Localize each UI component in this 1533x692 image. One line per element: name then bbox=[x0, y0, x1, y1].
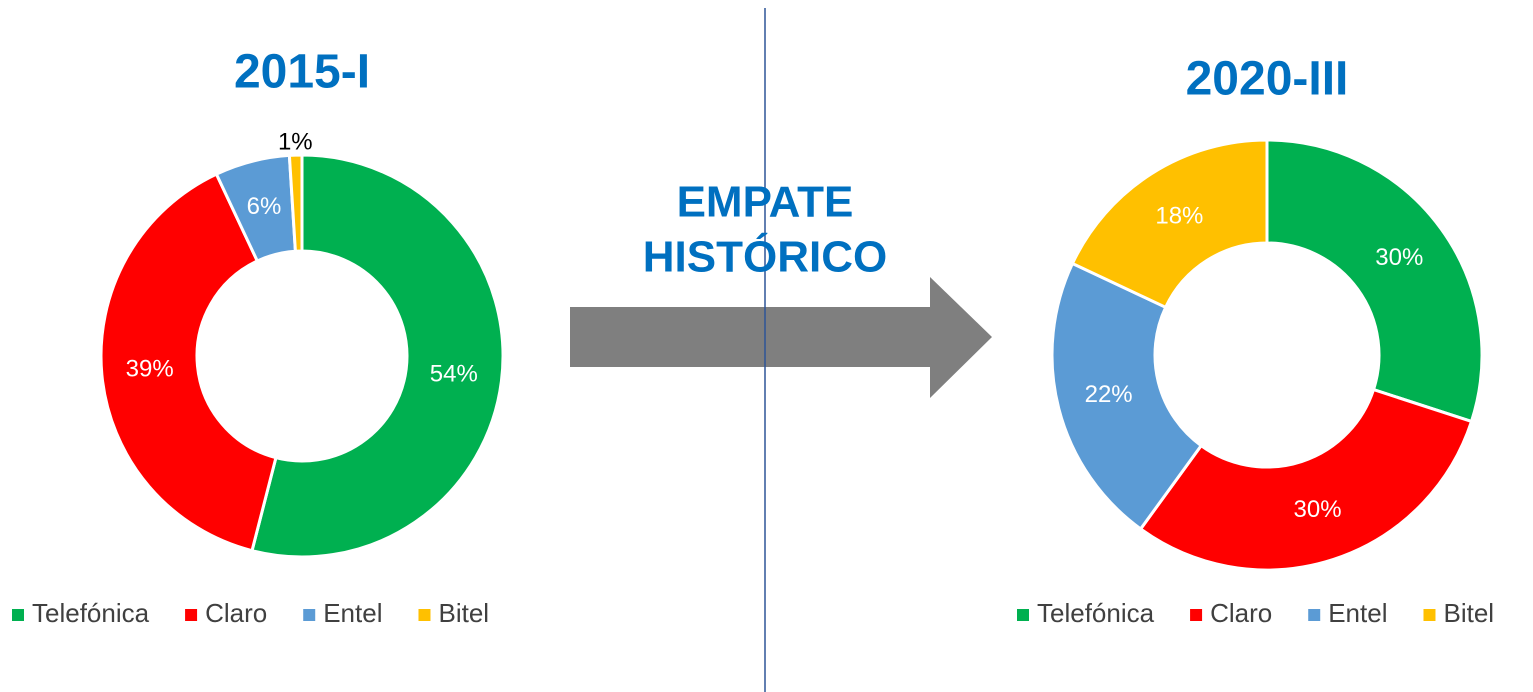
legend-swatch bbox=[1017, 609, 1029, 621]
legend-label: Claro bbox=[205, 598, 267, 628]
donut-slice bbox=[1050, 261, 1204, 532]
legend-swatch bbox=[303, 609, 316, 621]
data-label: 1% bbox=[278, 128, 313, 155]
donut-slice bbox=[1070, 138, 1269, 310]
annotation: HISTÓRICO bbox=[643, 232, 887, 282]
legend-label: Claro bbox=[1210, 598, 1272, 628]
legend-label: Entel bbox=[323, 598, 382, 628]
chart-title: 2020-III bbox=[1186, 53, 1349, 106]
donut-slice bbox=[1138, 387, 1474, 572]
donut-slice bbox=[250, 153, 505, 559]
donut-slice bbox=[99, 172, 278, 553]
legend-swatch bbox=[12, 609, 24, 621]
donut-slice bbox=[287, 153, 304, 253]
data-label: 22% bbox=[1085, 381, 1133, 408]
data-label: 30% bbox=[1294, 496, 1342, 523]
chart-title: 2015-I bbox=[234, 46, 370, 99]
data-label: 30% bbox=[1375, 244, 1423, 271]
data-label: 18% bbox=[1155, 202, 1203, 229]
donut-slice bbox=[1265, 138, 1484, 424]
data-label: 6% bbox=[247, 193, 282, 220]
legend-label: Entel bbox=[1328, 598, 1387, 628]
data-label: 54% bbox=[430, 361, 478, 388]
legend-label: Bitel bbox=[438, 598, 489, 628]
legend-swatch bbox=[418, 609, 431, 621]
arrow bbox=[570, 277, 992, 398]
legend-label: Telefónica bbox=[1037, 598, 1155, 628]
legend-label: Telefónica bbox=[32, 598, 150, 628]
legend-swatch bbox=[185, 609, 198, 621]
legend-swatch bbox=[1190, 609, 1203, 621]
data-label: 39% bbox=[126, 356, 174, 383]
legend-label: Bitel bbox=[1443, 598, 1494, 628]
legend-swatch bbox=[1423, 609, 1436, 621]
annotation: EMPATE bbox=[677, 178, 854, 227]
legend-swatch bbox=[1308, 609, 1321, 621]
